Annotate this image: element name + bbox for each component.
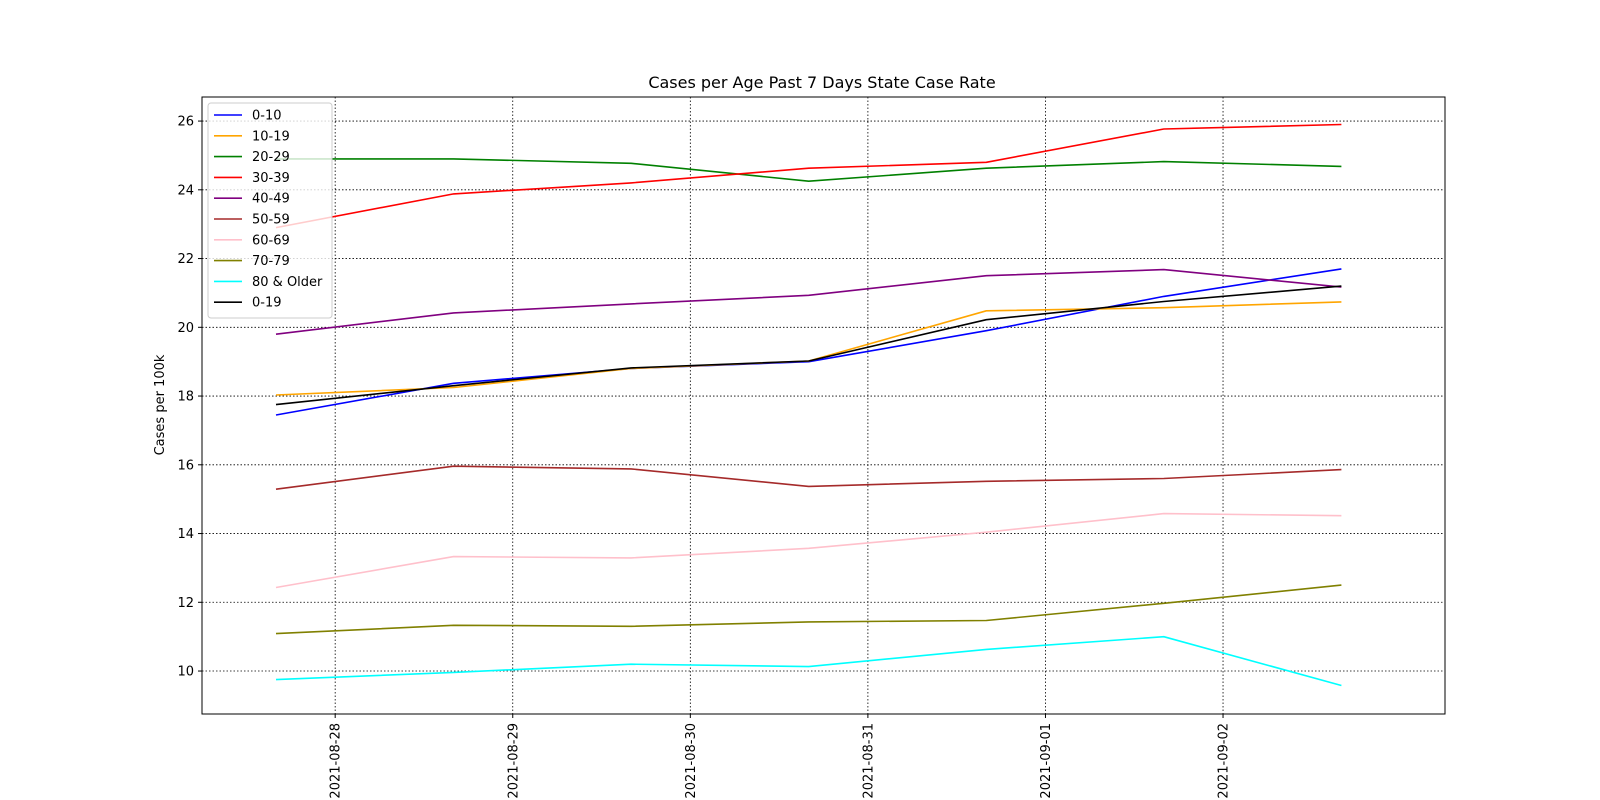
series-line-80-older xyxy=(275,635,1342,687)
legend-entry: 0-10 xyxy=(252,109,282,124)
y-tick-label: 12 xyxy=(177,596,194,611)
series-line-40-49 xyxy=(275,268,1342,335)
legend-entry: 0-19 xyxy=(252,296,282,311)
x-tick-label: 2021-08-28 xyxy=(329,723,344,799)
legend-entry: 70-79 xyxy=(252,254,290,269)
y-tick-label: 10 xyxy=(177,665,194,680)
series-line-70-79 xyxy=(275,584,1342,635)
x-tick-label: 2021-09-02 xyxy=(1217,723,1232,799)
chart-title: Cases per Age Past 7 Days State Case Rat… xyxy=(648,73,995,92)
legend-entry: 50-59 xyxy=(252,213,290,228)
x-tick-label: 2021-08-31 xyxy=(861,723,876,799)
axis-ticks: 10 12 14 16 18 20 22 24 26 2021-08-28 2021-08-29 20… xyxy=(177,115,1231,799)
legend-entry: 80 & Older xyxy=(252,275,323,290)
series-line-10-19 xyxy=(275,301,1342,396)
y-tick-label: 26 xyxy=(177,115,194,130)
y-tick-label: 24 xyxy=(177,183,194,198)
legend-entry: 10-19 xyxy=(252,129,290,144)
x-tick-label: 2021-08-29 xyxy=(506,723,521,799)
y-tick-label: 22 xyxy=(177,252,194,267)
legend-entry: 20-29 xyxy=(252,150,290,165)
legend-entry: 40-49 xyxy=(252,192,290,207)
y-tick-label: 16 xyxy=(177,458,194,473)
y-tick-label: 18 xyxy=(177,390,194,405)
y-tick-label: 20 xyxy=(177,321,194,336)
plot-frame xyxy=(201,96,1446,715)
series-line-60-69 xyxy=(275,512,1342,589)
series-lines xyxy=(275,123,1342,687)
x-tick-label: 2021-09-01 xyxy=(1039,723,1054,799)
legend-entry: 30-39 xyxy=(252,171,290,186)
y-tick-label: 14 xyxy=(177,527,194,542)
series-line-20-29 xyxy=(276,158,1342,182)
series-line-30-39 xyxy=(275,123,1342,229)
y-axis-label: Cases per 100k xyxy=(153,354,168,455)
series-line-0-10 xyxy=(275,268,1342,416)
legend: 0-10 10-19 20-29 30-39 40-49 50-59 60-69 70-79 8… xyxy=(207,102,333,319)
x-tick-label: 2021-08-30 xyxy=(684,723,699,799)
series-line-0-19 xyxy=(275,285,1342,406)
series-line-50-59 xyxy=(275,465,1342,490)
legend-entry: 60-69 xyxy=(252,233,290,248)
grid xyxy=(202,97,1445,714)
